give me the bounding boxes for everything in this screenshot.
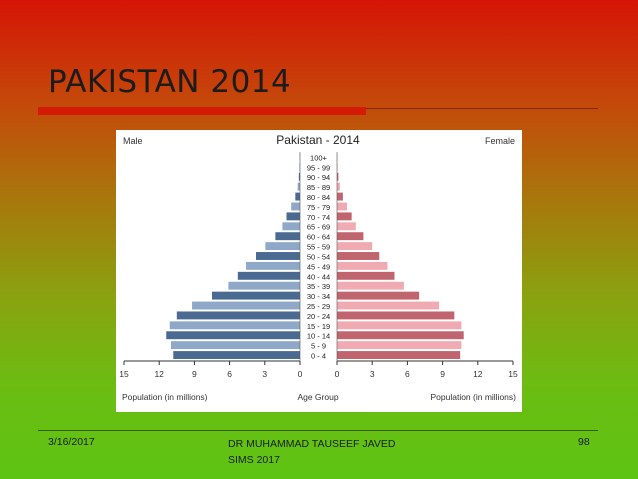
footer-author-name: DR MUHAMMAD TAUSEEF JAVED	[228, 438, 396, 450]
female-bar	[337, 232, 364, 241]
female-x-tick-label: 6	[405, 369, 410, 379]
age-group-label: 45 - 49	[307, 262, 330, 271]
male-bar	[170, 341, 300, 350]
age-group-label: 100+	[310, 153, 328, 162]
female-bar	[337, 192, 343, 201]
age-group-label: 35 - 39	[307, 282, 330, 291]
female-bar	[337, 311, 455, 320]
female-x-tick-label: 3	[370, 369, 375, 379]
male-x-tick-label: 3	[262, 369, 267, 379]
male-x-tick-label: 15	[119, 369, 129, 379]
female-bar	[337, 281, 404, 290]
footer-author-org: SIMS 2017	[228, 454, 280, 466]
male-x-tick-label: 6	[227, 369, 232, 379]
age-group-label: 5 - 9	[311, 342, 326, 351]
male-bar	[297, 182, 300, 191]
population-pyramid-chart: Male Pakistan - 2014 Female 100+ 95 - 99 90 -…	[116, 130, 522, 412]
age-group-label: 40 - 44	[307, 272, 330, 281]
age-group-label: 55 - 59	[307, 243, 330, 252]
title-accent-bar	[38, 107, 366, 115]
female-bar	[337, 202, 347, 211]
male-bar	[173, 351, 300, 360]
male-bar	[298, 172, 300, 181]
footer-rule	[38, 430, 598, 431]
male-x-axis-title: Population (in millions)	[122, 392, 208, 402]
male-bar	[295, 192, 300, 201]
male-bar	[291, 202, 300, 211]
female-bar	[337, 301, 440, 310]
female-bar	[337, 331, 464, 340]
female-bar	[337, 321, 462, 330]
chart-title: Pakistan - 2014	[276, 133, 360, 147]
age-group-label: 75 - 79	[307, 203, 330, 212]
age-group-label: 30 - 34	[307, 292, 330, 301]
footer-date: 3/16/2017	[48, 436, 95, 448]
slide-title: PAKISTAN 2014	[48, 64, 292, 100]
female-bar	[337, 271, 395, 280]
female-bar	[337, 291, 420, 300]
male-x-tick-label: 12	[154, 369, 164, 379]
male-bar	[192, 301, 300, 310]
male-bar	[282, 222, 300, 231]
age-group-label: 80 - 84	[307, 193, 330, 202]
age-group-label: 10 - 14	[307, 332, 330, 341]
male-bar	[265, 242, 300, 251]
right-series-label: Female	[485, 136, 515, 146]
male-x-tick-label: 9	[192, 369, 197, 379]
female-x-tick-label: 9	[440, 369, 445, 379]
age-group-label: 70 - 74	[307, 213, 330, 222]
left-series-label: Male	[123, 136, 143, 146]
age-group-label: 0 - 4	[311, 352, 326, 361]
female-bar	[337, 172, 339, 181]
male-bar	[246, 261, 300, 270]
age-group-label: 65 - 69	[307, 223, 330, 232]
female-bar	[337, 252, 380, 260]
male-bar	[212, 291, 300, 300]
age-group-label: 90 - 94	[307, 173, 330, 182]
male-bar	[237, 271, 300, 280]
age-group-label: 20 - 24	[307, 312, 330, 321]
age-group-axis-title: Age Group	[297, 392, 338, 402]
male-bar	[286, 212, 300, 221]
female-bar	[337, 222, 356, 231]
age-group-label: 85 - 89	[307, 183, 330, 192]
age-group-label: 25 - 29	[307, 302, 330, 311]
female-x-tick-label: 15	[508, 369, 518, 379]
female-x-axis-title: Population (in millions)	[430, 392, 516, 402]
footer-page-number: 98	[578, 436, 590, 448]
male-bar	[166, 331, 300, 340]
footer-author: DR MUHAMMAD TAUSEEF JAVED SIMS 2017	[228, 436, 395, 468]
male-bar	[275, 232, 300, 241]
female-bar	[337, 261, 388, 270]
age-group-label: 15 - 19	[307, 322, 330, 331]
female-bar	[337, 242, 373, 251]
age-group-label: 60 - 64	[307, 233, 330, 242]
female-x-tick-label: 12	[473, 369, 483, 379]
male-bar	[169, 321, 300, 330]
female-bar	[337, 182, 340, 191]
female-bar	[337, 351, 461, 360]
female-x-tick-label: 0	[335, 369, 340, 379]
female-bar	[337, 212, 352, 221]
age-group-label: 50 - 54	[307, 252, 330, 261]
male-bar	[176, 311, 300, 320]
male-bar	[228, 281, 300, 290]
female-bar	[337, 341, 462, 350]
male-bar	[256, 252, 300, 260]
male-x-tick-label: 0	[298, 369, 303, 379]
age-group-label: 95 - 99	[307, 163, 330, 172]
